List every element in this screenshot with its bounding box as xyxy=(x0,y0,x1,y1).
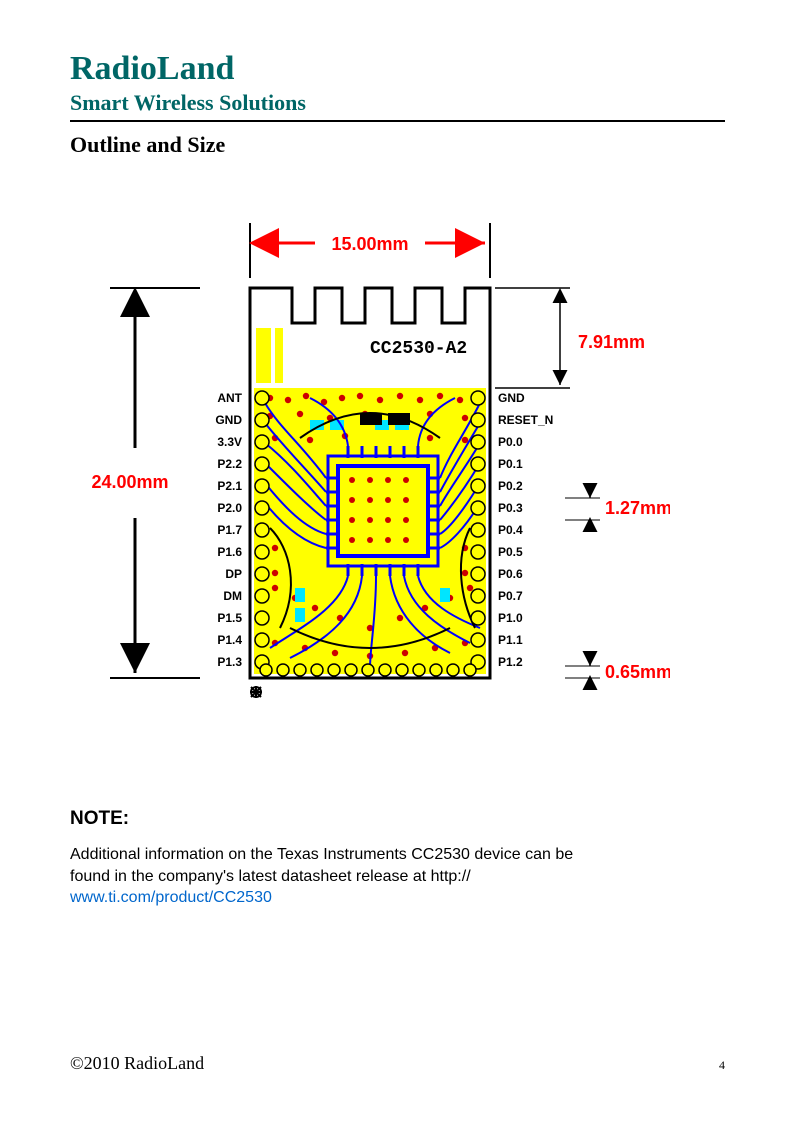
company-tagline: Smart Wireless Solutions xyxy=(70,90,725,122)
dim-height: 24.00mm xyxy=(91,472,168,492)
pcb-diagram: 15.00mm 24.00mm xyxy=(70,188,670,748)
copyright: ©2010 RadioLand xyxy=(70,1053,204,1074)
right-pin-12: P1.2 xyxy=(498,655,523,669)
left-pin-3: P2.2 xyxy=(217,457,242,471)
left-pin-11: P1.4 xyxy=(217,633,242,647)
right-pin-8: P0.6 xyxy=(498,567,523,581)
left-pin-5: P2.0 xyxy=(217,501,242,515)
dim-antenna-height: 7.91mm xyxy=(578,332,645,352)
note-body: Additional information on the Texas Inst… xyxy=(70,844,580,909)
right-pin-1: RESET_N xyxy=(498,413,553,427)
datasheet-link[interactable]: www.ti.com/product/CC2530 xyxy=(70,889,272,906)
right-pin-2: P0.0 xyxy=(498,435,523,449)
left-pin-8: DP xyxy=(225,567,242,581)
section-title: Outline and Size xyxy=(70,132,725,158)
right-pin-11: P1.1 xyxy=(498,633,523,647)
dim-width: 15.00mm xyxy=(331,234,408,254)
right-pin-9: P0.7 xyxy=(498,589,523,603)
right-pin-4: P0.2 xyxy=(498,479,523,493)
right-pin-3: P0.1 xyxy=(498,457,523,471)
left-pin-9: DM xyxy=(223,589,242,603)
left-pin-10: P1.5 xyxy=(217,611,242,625)
silk-label: CC2530-A2 xyxy=(370,339,467,359)
left-pin-1: GND xyxy=(215,413,242,427)
page-number: 4 xyxy=(719,1058,725,1073)
right-pin-7: P0.5 xyxy=(498,545,523,559)
left-pin-4: P2.1 xyxy=(217,479,242,493)
company-name: RadioLand xyxy=(70,50,725,88)
right-pin-6: P0.4 xyxy=(498,523,523,537)
right-pin-5: P0.3 xyxy=(498,501,523,515)
left-pin-6: P1.7 xyxy=(217,523,242,537)
dim-pin-pitch: 1.27mm xyxy=(605,498,670,518)
right-pin-10: P1.0 xyxy=(498,611,523,625)
note-heading: NOTE: xyxy=(70,808,725,830)
dim-pad-width: 0.65mm xyxy=(605,662,670,682)
right-pin-0: GND xyxy=(498,391,525,405)
left-pin-12: P1.3 xyxy=(217,655,242,669)
note-text: Additional information on the Texas Inst… xyxy=(70,846,573,885)
left-pin-2: 3.3V xyxy=(217,435,242,449)
left-pin-0: ANT xyxy=(217,391,242,405)
left-pin-7: P1.6 xyxy=(217,545,242,559)
